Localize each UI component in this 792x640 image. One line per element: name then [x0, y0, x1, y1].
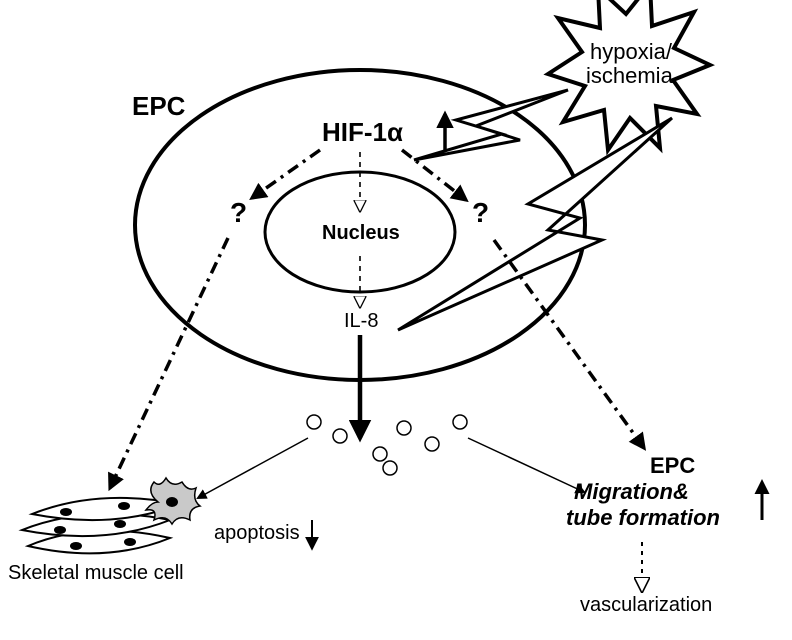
label-skeletal: Skeletal muscle cell	[8, 562, 184, 584]
label-nucleus: Nucleus	[322, 222, 400, 244]
arrow-hif-to-left-q	[252, 150, 320, 198]
label-hypoxia-top: hypoxia/	[590, 40, 672, 64]
arrow-right-q-out	[494, 240, 644, 448]
label-tube: tube formation	[566, 506, 720, 530]
label-epc: EPC	[132, 92, 185, 121]
label-hif: HIF-1α	[322, 118, 403, 147]
diagram-stage: { "canvas": { "width": 792, "height": 64…	[0, 0, 792, 640]
muscle-cell-cluster	[22, 478, 200, 553]
label-q-left: ?	[230, 198, 247, 229]
arrow-to-muscle	[198, 438, 308, 498]
label-apoptosis: apoptosis	[214, 522, 300, 544]
label-vascularization: vascularization	[580, 594, 712, 616]
label-epc-target: EPC	[650, 454, 695, 478]
label-q-right: ?	[472, 198, 489, 229]
svg-canvas	[0, 0, 792, 640]
secretion-vesicles	[307, 415, 467, 475]
lightning-bolt-2	[398, 118, 672, 330]
label-hypoxia-bottom: ischemia	[586, 64, 673, 88]
label-il8: IL-8	[344, 310, 378, 332]
arrow-left-q-out	[110, 238, 228, 488]
arrow-to-epc-target	[468, 438, 584, 492]
label-migration: Migration&	[574, 480, 689, 504]
